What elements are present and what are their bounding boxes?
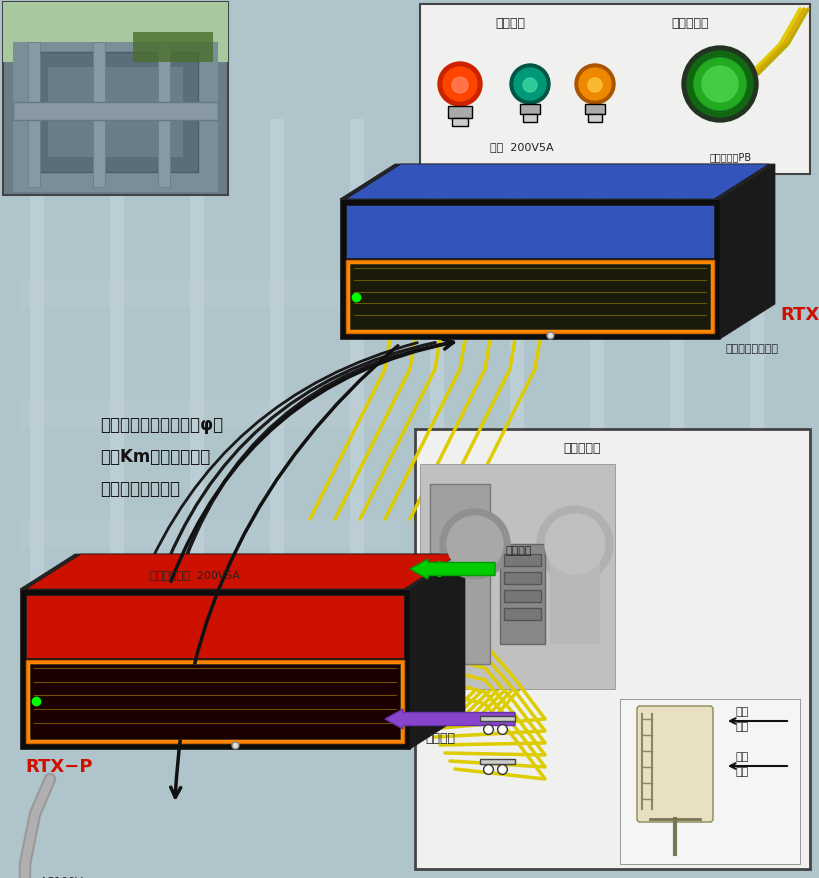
FancyArrow shape — [385, 709, 515, 729]
Circle shape — [575, 65, 615, 104]
Text: 監視が可能です。: 監視が可能です。 — [100, 479, 180, 498]
Text: ユニット電源不要: ユニット電源不要 — [725, 343, 778, 354]
FancyBboxPatch shape — [585, 104, 605, 115]
FancyBboxPatch shape — [523, 115, 537, 123]
FancyBboxPatch shape — [13, 43, 218, 193]
Circle shape — [682, 47, 758, 123]
Polygon shape — [410, 554, 465, 749]
Circle shape — [447, 516, 503, 572]
FancyBboxPatch shape — [346, 261, 714, 334]
FancyBboxPatch shape — [620, 699, 800, 864]
FancyBboxPatch shape — [20, 399, 400, 429]
Text: RTX−P: RTX−P — [25, 757, 93, 775]
Polygon shape — [340, 200, 720, 340]
Circle shape — [514, 68, 546, 101]
FancyBboxPatch shape — [270, 120, 284, 739]
Circle shape — [545, 515, 605, 574]
Text: 状態送信: 状態送信 — [425, 731, 455, 745]
Circle shape — [702, 67, 738, 103]
Circle shape — [510, 65, 550, 104]
Polygon shape — [346, 165, 769, 200]
Text: ポンプ運転: ポンプ運転 — [672, 17, 708, 30]
Text: 定格  200V5A: 定格 200V5A — [490, 142, 554, 152]
FancyBboxPatch shape — [26, 595, 404, 658]
Text: 渇水: 渇水 — [735, 766, 749, 776]
Text: １対の電線（０．６５φ）: １対の電線（０．６５φ） — [100, 415, 223, 434]
Circle shape — [443, 68, 477, 102]
FancyBboxPatch shape — [430, 120, 444, 739]
FancyBboxPatch shape — [13, 103, 218, 121]
FancyBboxPatch shape — [510, 120, 524, 739]
FancyBboxPatch shape — [637, 706, 713, 822]
Polygon shape — [20, 589, 410, 749]
FancyBboxPatch shape — [452, 119, 468, 126]
FancyBboxPatch shape — [430, 485, 490, 665]
FancyBboxPatch shape — [20, 520, 400, 550]
FancyBboxPatch shape — [415, 429, 810, 869]
Circle shape — [523, 79, 537, 93]
FancyBboxPatch shape — [500, 544, 545, 644]
FancyBboxPatch shape — [520, 104, 540, 115]
Text: 状態監視: 状態監視 — [495, 17, 525, 30]
FancyBboxPatch shape — [588, 115, 602, 123]
FancyBboxPatch shape — [110, 120, 124, 739]
FancyBboxPatch shape — [190, 120, 204, 739]
Polygon shape — [720, 165, 775, 340]
Circle shape — [438, 63, 482, 107]
FancyBboxPatch shape — [350, 120, 364, 739]
Text: で４Kmまでの制御と: で４Kmまでの制御と — [100, 448, 210, 465]
FancyBboxPatch shape — [504, 554, 541, 566]
FancyBboxPatch shape — [30, 664, 400, 739]
FancyBboxPatch shape — [346, 205, 714, 259]
Text: 満水: 満水 — [735, 752, 749, 761]
FancyBboxPatch shape — [448, 107, 472, 119]
Polygon shape — [20, 554, 465, 589]
Circle shape — [579, 68, 611, 101]
Circle shape — [694, 59, 746, 111]
FancyBboxPatch shape — [33, 53, 198, 173]
FancyBboxPatch shape — [93, 43, 105, 188]
Polygon shape — [340, 165, 775, 200]
FancyBboxPatch shape — [20, 280, 400, 310]
Text: オルタネーPB: オルタネーPB — [710, 152, 752, 162]
Circle shape — [537, 507, 613, 582]
FancyBboxPatch shape — [350, 265, 710, 329]
Polygon shape — [26, 554, 459, 589]
FancyBboxPatch shape — [504, 590, 541, 602]
Circle shape — [588, 79, 602, 93]
Text: 出力接点定格  200V5A: 出力接点定格 200V5A — [150, 569, 240, 579]
FancyBboxPatch shape — [750, 120, 764, 739]
FancyBboxPatch shape — [420, 5, 810, 175]
Text: 運転: 運転 — [735, 721, 749, 731]
FancyBboxPatch shape — [670, 120, 684, 739]
FancyBboxPatch shape — [590, 120, 604, 739]
Text: ポンプ運転: ポンプ運転 — [563, 442, 601, 455]
FancyBboxPatch shape — [28, 43, 40, 188]
FancyBboxPatch shape — [20, 639, 400, 669]
FancyBboxPatch shape — [420, 464, 615, 689]
FancyBboxPatch shape — [3, 3, 228, 63]
FancyArrow shape — [410, 559, 495, 579]
FancyBboxPatch shape — [48, 68, 183, 158]
FancyBboxPatch shape — [133, 33, 213, 63]
Text: 故障: 故障 — [735, 706, 749, 716]
FancyBboxPatch shape — [550, 544, 600, 644]
Text: 起動制御: 起動制御 — [505, 545, 532, 556]
Circle shape — [440, 509, 510, 579]
FancyBboxPatch shape — [26, 660, 404, 743]
FancyBboxPatch shape — [504, 608, 541, 620]
FancyBboxPatch shape — [480, 716, 515, 721]
FancyBboxPatch shape — [3, 3, 228, 196]
FancyBboxPatch shape — [504, 572, 541, 585]
Text: RTX−N: RTX−N — [780, 306, 819, 324]
Circle shape — [452, 78, 468, 94]
Circle shape — [687, 52, 753, 118]
Text: AC100V: AC100V — [40, 876, 84, 878]
FancyBboxPatch shape — [480, 759, 515, 764]
FancyBboxPatch shape — [158, 43, 170, 188]
FancyBboxPatch shape — [30, 120, 44, 739]
